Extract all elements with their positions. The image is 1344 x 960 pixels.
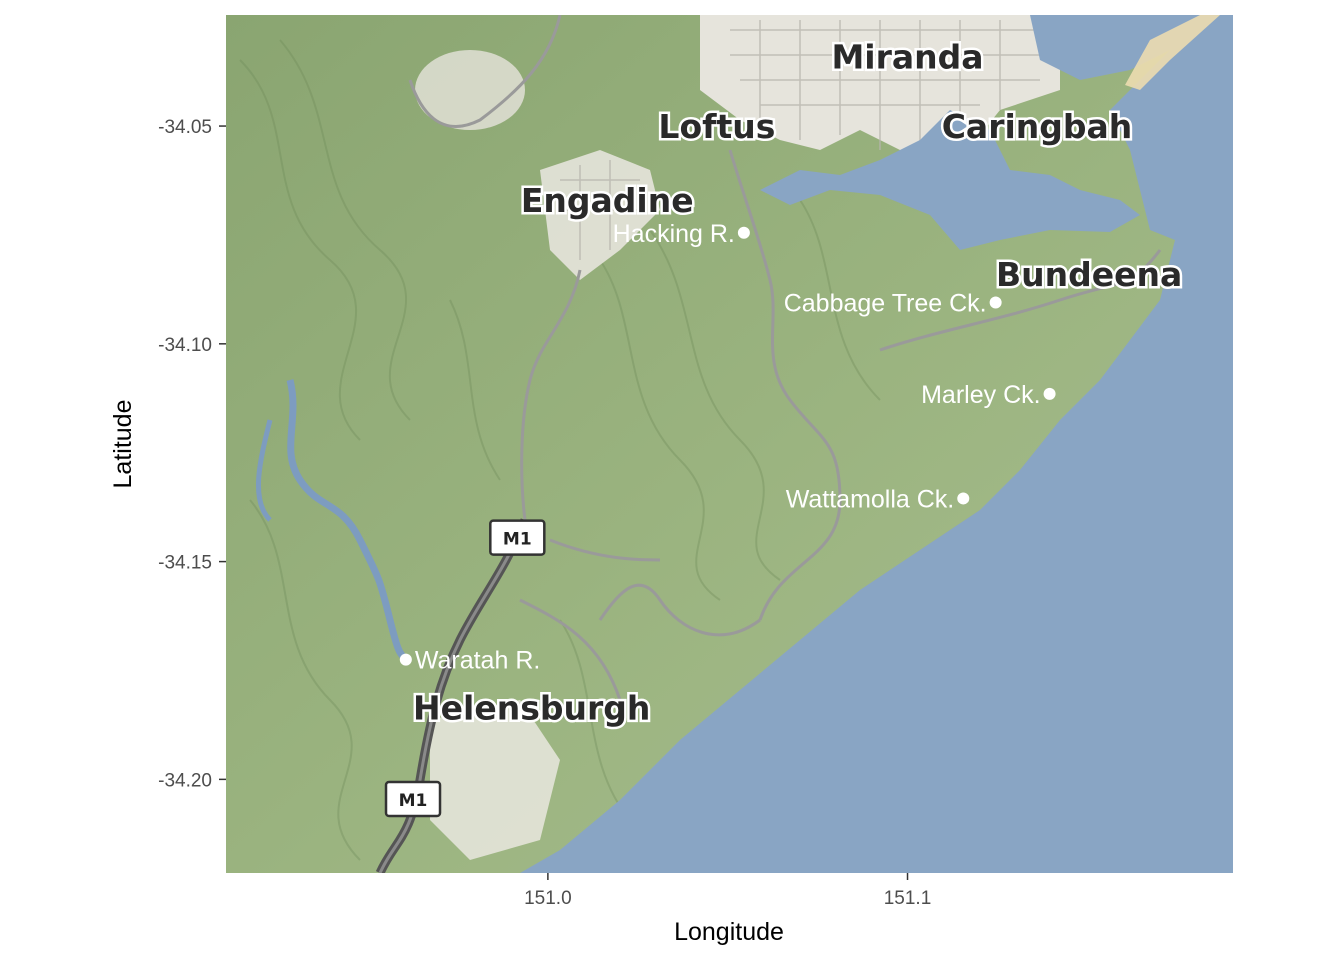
beach — [1125, 15, 1220, 90]
place-labels: Miranda Loftus Caringbah Engadine Bundeena He… — [411, 35, 1185, 730]
road-shield-label: M1 — [399, 791, 428, 811]
place-label: Loftus — [658, 107, 775, 146]
roads — [408, 15, 1162, 701]
y-tick-label: -34.05 — [158, 117, 212, 138]
site-point — [1043, 387, 1056, 400]
road-shield: M1 — [384, 780, 442, 818]
urban-area-engadine — [540, 150, 660, 280]
y-tick-label: -34.10 — [158, 335, 212, 356]
site-label: Wattamolla Ck. — [786, 485, 955, 513]
site-point — [957, 492, 970, 505]
road-shield-box — [384, 780, 442, 818]
y-axis: -34.05 -34.10 -34.15 -34.20 — [158, 117, 226, 791]
place-label: Caringbah — [942, 107, 1133, 146]
place-label: Miranda — [831, 37, 983, 76]
street-grid — [560, 20, 1050, 260]
y-tick-label: -34.20 — [158, 770, 212, 791]
y-tick-label: -34.15 — [158, 553, 212, 574]
site-label: Marley Ck. — [921, 381, 1040, 409]
terrain-ridges — [239, 39, 881, 861]
sea — [520, 15, 1233, 873]
site-point — [737, 226, 750, 239]
site-label: Hacking R. — [613, 220, 735, 248]
road-shield-box — [489, 519, 546, 556]
site-label: Waratah R. — [415, 647, 541, 675]
site-point — [989, 296, 1002, 309]
x-axis: 151.0 151.1 — [524, 873, 931, 909]
x-tick-label: 151.1 — [884, 888, 932, 909]
place-label: Bundeena — [996, 255, 1182, 294]
port-hacking — [760, 110, 1140, 250]
place-label: Engadine — [521, 181, 694, 220]
woronora-lake-arm — [256, 419, 273, 522]
urban-area-ridge — [415, 50, 525, 130]
map-panel: Miranda Loftus Caringbah Engadine Bundeena He… — [226, 15, 1233, 873]
x-axis-title: Longitude — [674, 918, 784, 946]
place-label: Helensburgh — [413, 688, 650, 727]
urban-area-helensburgh — [430, 700, 560, 860]
sampling-sites: Hacking R. Cabbage Tree Ck. Marley Ck. Watt… — [399, 220, 1056, 675]
site-point — [399, 653, 412, 666]
motorway-m1-centerline — [378, 519, 527, 873]
y-axis-title: Latitude — [109, 400, 137, 489]
road-shields: M1 M1 — [384, 519, 546, 818]
woronora-river — [286, 379, 409, 662]
road-shield: M1 — [489, 519, 546, 556]
site-label: Cabbage Tree Ck. — [784, 289, 987, 317]
road-shield-label: M1 — [503, 530, 532, 550]
x-tick-label: 151.0 — [524, 888, 572, 909]
